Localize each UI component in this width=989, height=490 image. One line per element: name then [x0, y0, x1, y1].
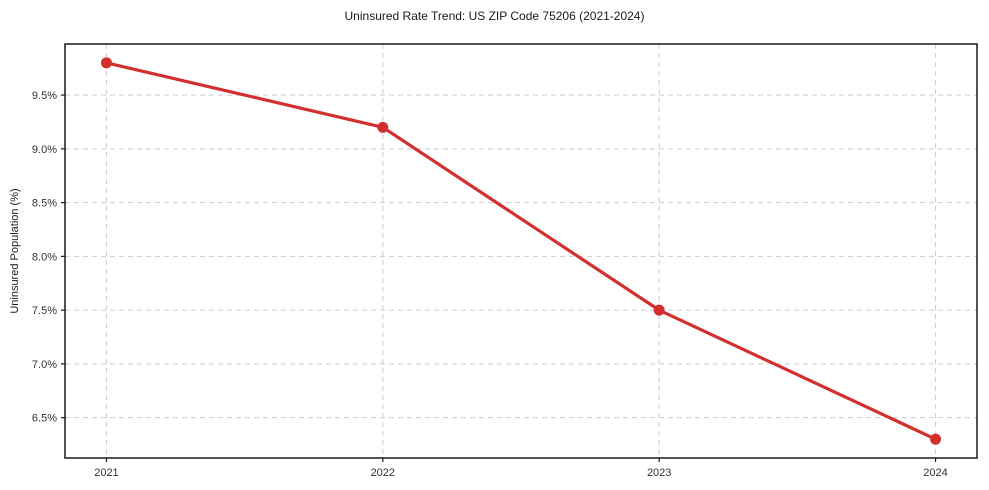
- y-tick-label: 8.5%: [32, 198, 57, 210]
- trend-line: [104, 61, 938, 441]
- chart-title: Uninsured Rate Trend: US ZIP Code 75206 …: [344, 9, 645, 23]
- y-tick-label: 9.0%: [32, 144, 57, 156]
- data-point: [653, 304, 665, 316]
- data-point: [930, 433, 942, 445]
- plot-border: [64, 43, 978, 459]
- y-tick-label: 7.0%: [32, 359, 57, 371]
- data-point: [377, 121, 389, 133]
- x-tick-label: 2022: [371, 467, 395, 479]
- x-tick-label: 2024: [923, 467, 947, 479]
- y-tick-label: 9.5%: [32, 90, 57, 102]
- x-tick-label: 2023: [647, 467, 671, 479]
- y-tick-label: 7.5%: [32, 305, 57, 317]
- y-tick-label: 6.5%: [32, 413, 57, 425]
- y-tick-label: 8.0%: [32, 251, 57, 263]
- data-point: [100, 57, 112, 69]
- x-tick-label: 2021: [94, 467, 118, 479]
